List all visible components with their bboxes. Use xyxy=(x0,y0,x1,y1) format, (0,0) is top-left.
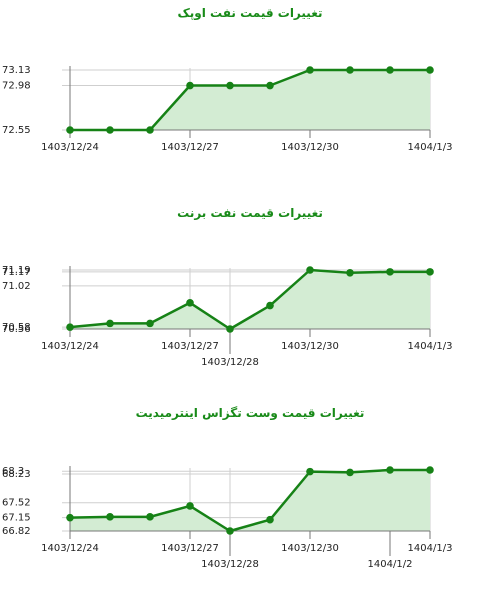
y-tick-label: 72.55 xyxy=(2,125,31,136)
y-tick-label: 71.17 xyxy=(2,267,31,278)
data-point xyxy=(426,66,434,74)
x-tick-label: 1403/12/24 xyxy=(41,543,99,554)
data-point xyxy=(306,467,314,476)
data-point xyxy=(346,468,354,477)
y-tick-label: 66.82 xyxy=(2,526,31,537)
data-point xyxy=(66,513,74,522)
data-point xyxy=(146,126,154,134)
data-point xyxy=(346,66,354,74)
data-point xyxy=(426,268,434,276)
x-tick-label: 1404/1/3 xyxy=(408,341,453,352)
data-point xyxy=(66,126,74,134)
series-line xyxy=(70,68,430,132)
data-point xyxy=(66,323,74,331)
x-tick-label: 1404/1/3 xyxy=(408,543,453,554)
data-point xyxy=(106,319,114,328)
area-fill xyxy=(70,470,430,531)
x-tick-label: 1403/12/27 xyxy=(161,341,219,352)
x-tick-label: 1403/12/30 xyxy=(281,543,339,554)
chart-title-brent: تغییرات قیمت نفت برنت xyxy=(177,206,323,220)
chart-title-opec: تغییرات قیمت نفت اوپک xyxy=(177,6,323,20)
data-point xyxy=(186,298,194,307)
data-point xyxy=(266,301,274,310)
y-tick-label: 70.58 xyxy=(2,322,31,333)
data-point xyxy=(226,81,234,90)
y-tick-label: 68.23 xyxy=(2,469,31,480)
data-point xyxy=(266,515,274,524)
data-point xyxy=(146,319,154,328)
x-tick-label: 1404/1/2 xyxy=(368,559,413,570)
x-tick-label: 1403/12/30 xyxy=(281,142,339,153)
chart-title-wti: تغییرات قیمت وست تگزاس اینترمیدیت xyxy=(135,406,365,420)
chart-opec: 73.13 72.98 72.55 1403/12/24 1403/12/27 1403/… xyxy=(2,65,453,153)
y-tick-label: 71.02 xyxy=(2,281,31,292)
data-point xyxy=(106,513,114,521)
data-point xyxy=(386,66,394,74)
series-line xyxy=(69,468,430,533)
data-point xyxy=(426,466,434,474)
x-tick-label: 1403/12/27 xyxy=(161,142,219,153)
data-point xyxy=(226,527,234,535)
data-point xyxy=(186,81,194,90)
x-tick-label: 1403/12/27 xyxy=(161,543,219,554)
y-tick-label: 67.15 xyxy=(2,513,31,524)
data-point xyxy=(106,126,114,134)
y-tick-label: 73.13 xyxy=(2,65,31,76)
y-tick-label: 70.56 xyxy=(2,324,31,335)
data-point xyxy=(306,266,314,274)
series-line xyxy=(69,268,430,331)
x-tick-label: 1404/1/3 xyxy=(408,142,453,153)
data-point xyxy=(226,325,234,333)
y-tick-label: 72.98 xyxy=(2,81,31,92)
data-point xyxy=(186,502,194,510)
y-tick-label: 71.19 xyxy=(2,265,31,276)
data-point xyxy=(346,269,354,277)
data-point xyxy=(306,66,314,74)
chart-wti: 68.368.23 67.52 67.15 66.82 1403/12/24 1403/1… xyxy=(2,466,453,570)
area-fill xyxy=(70,270,430,329)
data-point xyxy=(386,268,394,276)
x-tick-label: 1403/12/28 xyxy=(201,559,259,570)
y-tick-label: 67.52 xyxy=(2,498,31,509)
x-tick-label: 1403/12/24 xyxy=(41,142,99,153)
x-tick-label: 1403/12/30 xyxy=(281,341,339,352)
data-point xyxy=(266,81,274,90)
x-tick-label: 1403/12/24 xyxy=(41,341,99,352)
x-tick-label: 1403/12/28 xyxy=(201,357,259,368)
area-fill xyxy=(70,70,430,130)
data-point xyxy=(386,466,394,474)
y-tick-label: 68.3 xyxy=(2,466,24,477)
data-point xyxy=(146,513,154,521)
